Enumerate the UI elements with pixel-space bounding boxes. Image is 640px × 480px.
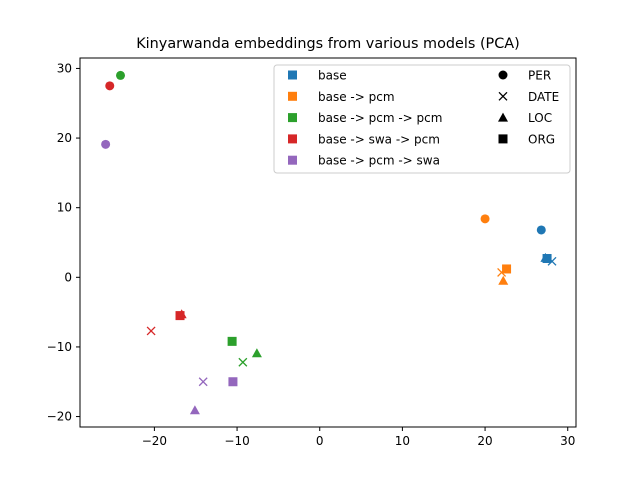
legend-marker-per [498,70,508,80]
x-tick-label: 30 [560,434,575,448]
legend-series-label: base -> pcm -> swa [318,154,440,168]
data-points [101,70,557,415]
data-point-base-pcm-swa-date-stroke-b [198,377,208,387]
data-point-base-swa-pcm-per [105,81,115,91]
legend-box [273,64,571,174]
legend-swatch-1 [288,91,297,101]
data-point-base-pcm-pcm-date [238,357,248,367]
legend-marker-label: PER [528,69,551,83]
data-point-base-pcm-pcm-per [116,70,126,80]
legend-marker-label: ORG [528,132,555,146]
y-tick-label: 30 [57,61,72,75]
data-point-base-pcm-loc [498,275,509,285]
data-point-base-per [536,225,546,235]
x-tick-label: 10 [395,434,410,448]
legend-marker-label: LOC [528,111,552,125]
legend-swatch-0 [288,70,297,80]
legend-series-label: base -> pcm -> pcm [318,111,442,125]
y-tick-label: 10 [57,201,72,215]
legend-series-label: base -> pcm [318,90,395,104]
legend-marker-date [498,91,508,101]
data-point-base-pcm-swa-org [228,377,238,387]
y-tick-label: 0 [64,270,72,284]
y-tick-label: 20 [57,131,72,145]
data-point-base-pcm-swa-loc [189,405,200,415]
legend-series-label: base [318,69,347,83]
y-tick-label: −10 [47,340,72,354]
series-0 [536,225,557,266]
series-4 [101,139,238,415]
legend-swatch-3 [288,134,297,144]
data-point-base-swa-pcm-org [175,311,185,321]
data-point-base-pcm-swa-date [198,377,208,387]
plot-area: −20 −10 0 10 20 30 −20 −10 0 10 20 30 [47,57,577,448]
data-point-base-date-stroke-b [547,256,557,266]
data-point-base-swa-pcm-date [146,326,156,336]
legend-swatch-4 [288,155,297,165]
x-tick-label: −10 [224,434,249,448]
x-tick-label: 0 [316,434,324,448]
series-1 [480,214,512,285]
x-tick-label: 20 [477,434,492,448]
data-point-base-pcm-pcm-loc [251,348,262,358]
legend: base base -> pcm base -> pcm -> pcm base ->… [273,64,571,174]
legend-marker-loc [498,112,508,122]
data-point-base-pcm-per [480,214,490,224]
x-tick-label: −20 [142,434,167,448]
series-3 [105,81,187,336]
data-point-base-swa-pcm-date-stroke-b [146,326,156,336]
data-point-base-pcm-pcm-date-stroke-b [238,357,248,367]
series-2 [116,70,262,367]
data-point-base-pcm-org [502,264,512,274]
data-point-base-pcm-swa-per [101,139,111,149]
legend-swatch-2 [288,113,297,123]
chart-title: Kinyarwanda embeddings from various mode… [136,36,520,52]
data-point-base-pcm-pcm-org [227,336,237,346]
legend-series-label: base -> swa -> pcm [318,132,440,146]
axes-frame [79,57,577,428]
legend-marker-date-stroke-b [498,91,508,101]
legend-marker-org [498,134,508,144]
data-point-base-org [542,254,552,264]
y-tick-label: −20 [47,410,72,424]
legend-marker-label: DATE [528,90,559,104]
